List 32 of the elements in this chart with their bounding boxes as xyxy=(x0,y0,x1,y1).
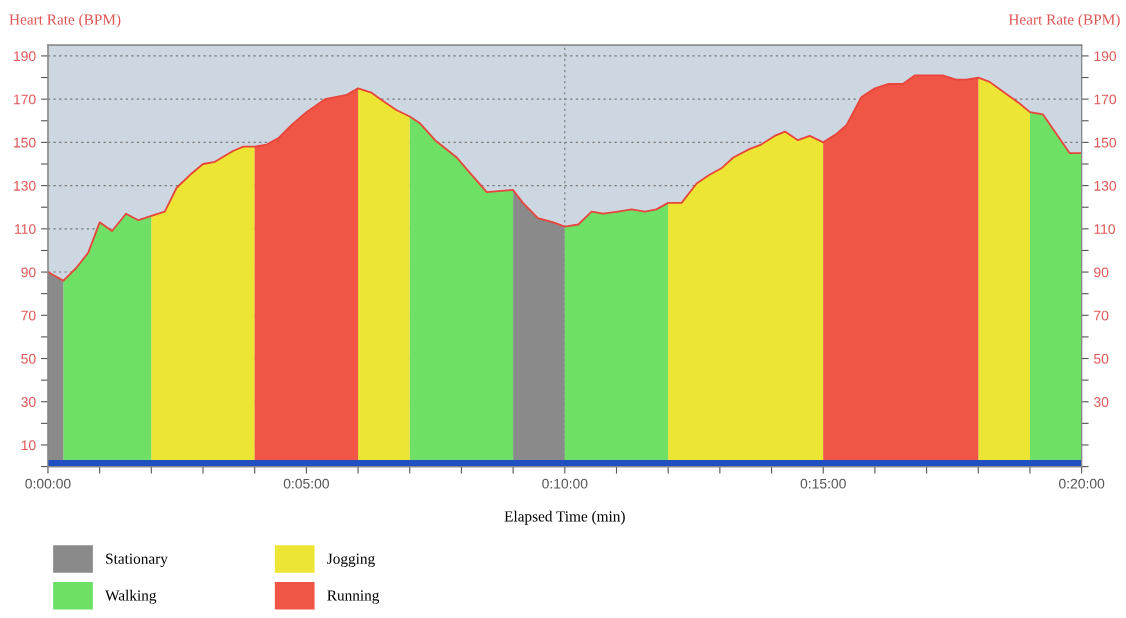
y2-tick-label: 190 xyxy=(1094,51,1117,62)
y-tick-label: 70 xyxy=(21,310,36,321)
y2-axis-title: Heart Rate (BPM) xyxy=(1008,13,1120,28)
y2-tick-label: 30 xyxy=(1093,397,1109,407)
y-tick-label: 110 xyxy=(15,224,36,234)
y2-tick-label: 50 xyxy=(1094,353,1109,364)
y-tick-label: 90 xyxy=(21,267,36,278)
x-tick-label: 0:05:00 xyxy=(283,478,330,489)
y2-tick-label: 70 xyxy=(1094,310,1109,321)
y-tick-label: 130 xyxy=(14,180,36,191)
legend-label: Walking xyxy=(105,589,157,604)
y-axis-title: Heart Rate (BPM) xyxy=(9,13,121,28)
x-tick-label: 0:00:00 xyxy=(25,478,71,489)
y2-tick-label: 110 xyxy=(1094,224,1116,234)
y-tick-label: 170 xyxy=(14,94,36,105)
y-tick-label: 190 xyxy=(14,51,36,62)
x-tick-label: 0:10:00 xyxy=(542,478,588,489)
y2-tick-label: 90 xyxy=(1094,267,1109,278)
y-tick-label: 30 xyxy=(21,397,36,407)
legend-label: Stationary xyxy=(106,553,168,568)
line-series xyxy=(47,74,1082,282)
legend-label: Jogging xyxy=(327,553,375,568)
y-tick-label: 50 xyxy=(21,353,36,364)
y-tick-label: 150 xyxy=(14,137,36,148)
y2-tick-label: 170 xyxy=(1094,94,1117,105)
x-axis-title: Elapsed Time (min) xyxy=(504,510,625,525)
x-tick-label: 0:15:00 xyxy=(800,478,846,489)
y2-tick-label: 130 xyxy=(1094,180,1117,191)
y-tick-label: 10 xyxy=(21,440,36,451)
y2-tick-label: 150 xyxy=(1094,137,1117,148)
legend-label: Running xyxy=(327,590,380,604)
x-tick-label: 0:20:00 xyxy=(1059,478,1105,489)
